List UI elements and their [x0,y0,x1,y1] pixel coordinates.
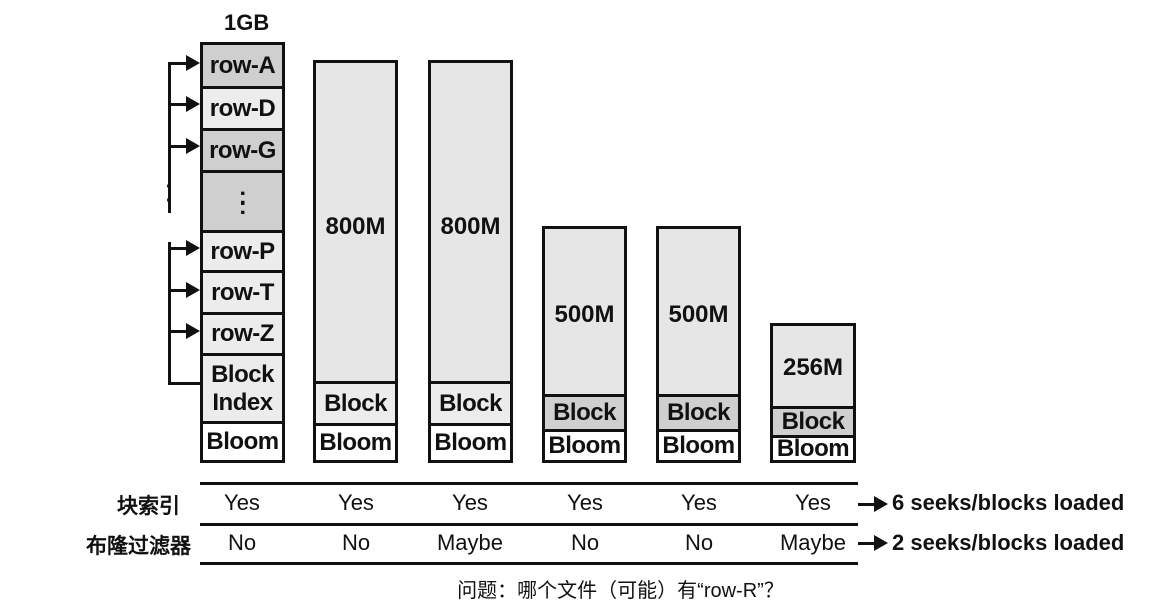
row-2-result-arrow-shaft [858,542,874,545]
file-6-bloom: Bloom [773,435,853,462]
file-5-hfile: 500M Block Bloom [656,226,741,463]
ellipsis-dots: : [238,182,247,210]
row-2-value: No [227,530,257,555]
file-5-bloom: Bloom [659,429,738,460]
arrow-row-t-icon [186,282,200,298]
file-3-bloom: Bloom [431,423,510,460]
table-bottom-rule [200,562,858,565]
row-1-value: Yes [567,490,603,515]
arrow-shaft-row-z [168,330,186,333]
table-top-rule [200,482,858,485]
arrow-row-a-icon [186,55,200,71]
file-4-block: Block [545,394,624,429]
file-2-hfile: 800M Block Bloom [313,60,398,463]
cell-row-p: row-P [203,230,282,270]
cell-block-index: Block Index [203,353,282,421]
table-middle-rule [200,523,858,526]
file-3-size-label: 800M [440,213,501,240]
row-1-value: Yes [338,490,374,515]
file-6-block: Block [773,406,853,435]
cell-row-a: row-A [203,45,282,86]
cell-row-g: row-G [203,128,282,170]
row-2-value: No [684,530,714,555]
pointer-gap-dots [163,178,175,228]
file-6-hfile: 256M Block Bloom [770,323,856,463]
row-1-value: Yes [224,490,260,515]
arrow-shaft-row-g [168,145,186,148]
row-2-value: No [341,530,371,555]
index-pointer-line [168,242,171,384]
cell-bloom: Bloom [203,421,282,460]
row-2-value: Maybe [436,530,504,555]
arrow-shaft-row-p [168,247,186,250]
row-1-result: 6 seeks/blocks loaded [892,490,1125,515]
arrow-row-g-icon [186,138,200,154]
file-2-size-label: 800M [325,213,386,240]
cell-ellipsis: : : [203,170,282,230]
file-1-size-label: 1GB [224,10,270,35]
file-1-hfile: row-A row-D row-G : : row-P row-T row-Z … [200,42,285,463]
file-2-bloom: Bloom [316,423,395,460]
file-3-hfile: 800M Block Bloom [428,60,513,463]
file-4-bloom: Bloom [545,429,624,460]
file-5-size-label: 500M [668,301,729,328]
file-5-block: Block [659,394,738,429]
row-1-value: Yes [452,490,488,515]
row-label-bloom-filter: 布隆过滤器 [86,535,191,558]
ellipsis-dots: : [238,192,247,220]
row-1-result-arrow-shaft [858,503,874,506]
file-2-block: Block [316,381,395,423]
cell-row-d: row-D [203,86,282,128]
file-6-size-label: 256M [782,354,844,381]
arrow-row-d-icon [186,96,200,112]
arrow-row-p-icon [186,240,200,256]
file-4-size-label: 500M [554,301,615,328]
row-1-value: Yes [795,490,831,515]
row-2-result-arrow-icon [874,535,888,551]
caption: 问题：哪个文件（可能）有“row-R”？ [457,580,784,602]
file-3-block: Block [431,381,510,423]
row-2-value: No [570,530,600,555]
file-4-hfile: 500M Block Bloom [542,226,627,463]
row-2-value: Maybe [779,530,847,555]
cell-row-t: row-T [203,270,282,312]
index-pointer-line [168,63,171,213]
arrow-shaft-row-t [168,289,186,292]
row-1-result-arrow-icon [874,496,888,512]
row-2-result: 2 seeks/blocks loaded [892,530,1125,555]
arrow-shaft-row-a [168,62,186,65]
arrow-shaft-row-d [168,103,186,106]
row-label-block-index: 块索引 [117,495,180,518]
arrow-row-z-icon [186,323,200,339]
cell-row-z: row-Z [203,312,282,353]
row-1-value: Yes [681,490,717,515]
index-pointer-base [168,382,200,385]
